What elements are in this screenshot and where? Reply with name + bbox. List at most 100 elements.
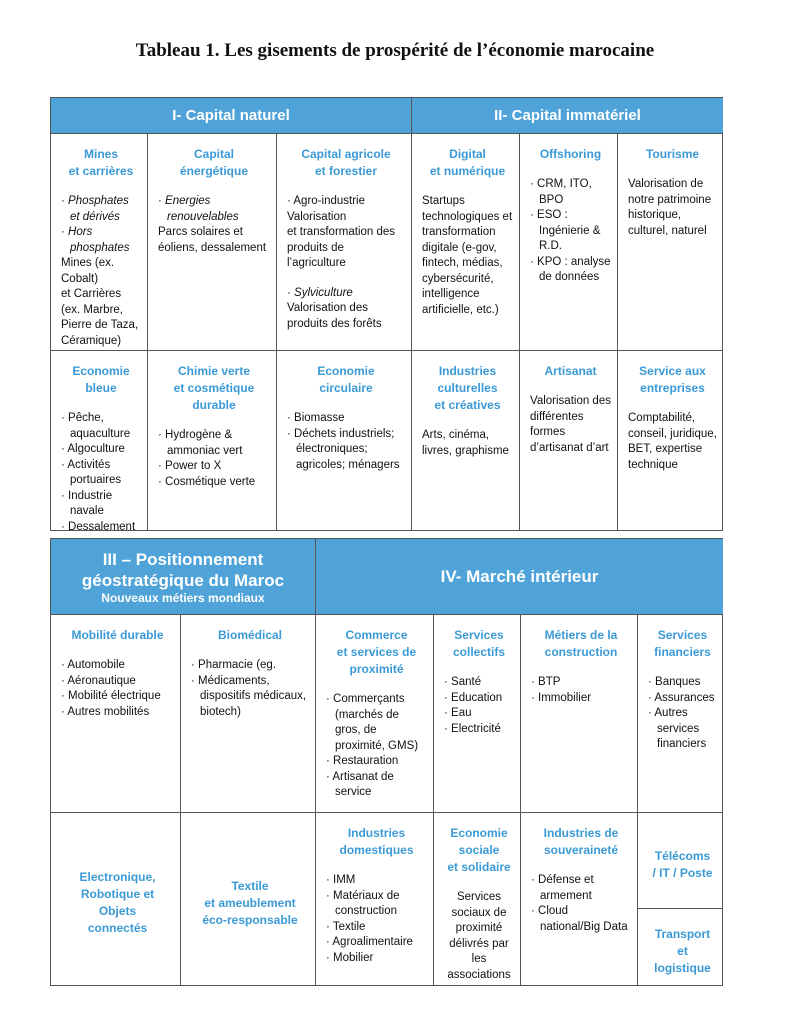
table-cell: Industries de souveraineté Défense et arm… xyxy=(521,813,638,986)
table-cell: Capital énergétique Energies renouvelable… xyxy=(148,134,277,351)
bullet-item: Automobile xyxy=(61,658,174,674)
item-text: Hors phosphates xyxy=(68,226,130,254)
item-text: Valorisation des produits des forêts xyxy=(287,302,382,330)
cell-title: Service aux entreprises xyxy=(639,364,706,395)
item-text: Phosphates et dérivés xyxy=(68,195,129,223)
item-text: KPO : analyse de données xyxy=(537,255,611,284)
bullet-item: Commerçants (marchés de gros, de proximi… xyxy=(326,692,427,754)
bullet-item: Cosmétique verte xyxy=(158,475,270,491)
cell-title: Textile et ameublement éco-responsable xyxy=(202,878,298,927)
item-text: Textile xyxy=(332,920,366,933)
bullet-item: Energies renouvelables xyxy=(158,194,270,225)
item-text: Restauration xyxy=(333,755,399,767)
header-capital-naturel: I- Capital naturel xyxy=(51,98,412,134)
cell-text: Valorisation des différentes formes d’ar… xyxy=(530,394,611,456)
table-cell: Métiers de la construction BTP Immobilier xyxy=(521,615,638,813)
bullet-item: Matériaux de construction xyxy=(326,889,427,920)
bullet-item: Mobilier xyxy=(326,951,427,967)
cell-text: Mines (ex. Cobalt) et Carrières (ex. Mar… xyxy=(61,256,141,349)
cell-title: Services collectifs xyxy=(452,628,506,659)
cell-title: Offshoring xyxy=(539,147,602,161)
table-cell: Industries culturelles et créatives Arts,… xyxy=(412,351,520,531)
item-text: Valorisation de notre patrimoine histori… xyxy=(628,178,712,237)
cell-title: Industries domestiques xyxy=(339,826,414,857)
bullet-item: Dessalement xyxy=(61,520,141,536)
bullet-item: Agroalimentaire xyxy=(326,935,427,951)
item-text: Power to X xyxy=(165,460,222,472)
bullet-item: Immobilier xyxy=(531,691,631,707)
table-cell: Services financiers Banques Assurances Autr… xyxy=(638,615,723,813)
item-text: Valorisation et transformation des produ… xyxy=(287,210,396,270)
bullet-item: Phosphates et dérivés xyxy=(61,194,141,225)
item-text: Immobilier xyxy=(538,691,592,704)
bullet-item: Industrie navale xyxy=(61,489,141,520)
bullet-item: Eau xyxy=(444,706,514,722)
table-cell: Chimie verte et cosmétique durable Hydrog… xyxy=(148,351,277,531)
table-cell: Commerce et services de proximité Commerç… xyxy=(316,615,434,813)
item-text: IMM xyxy=(333,874,356,886)
item-text: Electricité xyxy=(451,722,501,735)
table-cell: Offshoring CRM, ITO, BPO ESO : Ingénierie … xyxy=(520,134,618,351)
header-label: IV- Marché intérieur xyxy=(440,566,599,586)
cell-title: Economie bleue xyxy=(72,364,130,395)
item-text: Agro-industrie xyxy=(293,195,365,207)
table-cell: Electronique, Robotique et Objets connec… xyxy=(51,813,181,986)
table-cell: Biomédical Pharmacie (eg. Médicaments, dis… xyxy=(181,615,316,813)
cell-title: Capital agricole et forestier xyxy=(301,147,391,178)
bullet-item: Santé xyxy=(444,675,514,691)
item-text: Parcs solaires et éoliens, dessalement xyxy=(158,226,267,254)
table-cell: Capital agricole et forestier Agro-indust… xyxy=(277,134,412,351)
cell-title: Services financiers xyxy=(654,628,711,659)
table-cell: Digital et numérique Startups technologiq… xyxy=(412,134,520,351)
bullet-item: ESO : Ingénierie & R.D. xyxy=(530,208,611,255)
bullet-item: Déchets industriels; électroniques; agri… xyxy=(287,427,405,474)
item-text: Banques xyxy=(655,676,701,688)
cell-title: Industries culturelles et créatives xyxy=(434,364,501,412)
bullet-item: Education xyxy=(444,691,514,707)
bullet-item: Cloud national/Big Data xyxy=(531,904,631,935)
cell-text: Startups technologiques et transformatio… xyxy=(422,194,513,318)
bullet-item: Hors phosphates xyxy=(61,225,141,256)
bullet-item: Algoculture xyxy=(61,442,141,458)
bullet-item: Biomasse xyxy=(287,411,405,427)
item-text: Agroalimentaire xyxy=(332,936,413,948)
table-cell: Télécoms / IT / Poste xyxy=(638,813,723,909)
bullet-item: BTP xyxy=(531,675,631,691)
table-capital: I- Capital naturel II- Capital immatérie… xyxy=(50,97,723,533)
header-label: I- Capital naturel xyxy=(172,107,290,124)
item-text: Eau xyxy=(451,707,472,719)
item-text: Comptabilité, conseil, juridique, BET, e… xyxy=(628,412,717,471)
table-cell: Services collectifs Santé Education Eau Elec… xyxy=(434,615,521,813)
cell-title: Mobilité durable xyxy=(71,628,164,642)
item-text: Services sociaux de proximité délivrés p… xyxy=(447,891,511,981)
cell-text: Parcs solaires et éoliens, dessalement xyxy=(158,225,270,256)
cell-title: Industries de souveraineté xyxy=(543,826,619,857)
item-text: Mines (ex. Cobalt) et Carrières (ex. Mar… xyxy=(61,257,139,347)
cell-title: Biomédical xyxy=(217,628,283,642)
cell-title: Digital et numérique xyxy=(429,147,506,178)
bullet-item: Artisanat de service xyxy=(326,770,427,801)
item-text: Dessalement xyxy=(68,520,136,533)
bullet-item: KPO : analyse de données xyxy=(530,255,611,286)
item-text: Cosmétique verte xyxy=(165,475,256,488)
cell-title: Economie sociale et solidaire xyxy=(447,826,511,874)
cell-title: Transport et logistique xyxy=(654,926,711,975)
cell-title: Capital énergétique xyxy=(179,147,248,178)
item-text: Commerçants (marchés de gros, de proximi… xyxy=(333,693,419,752)
cell-title: Economie circulaire xyxy=(317,364,375,395)
cell-title: Tourisme xyxy=(645,147,700,161)
bullet-item: Banques xyxy=(648,675,717,691)
bullet-item: Médicaments, dispositifs médicaux, biote… xyxy=(191,674,309,721)
spacer xyxy=(287,272,405,286)
header-capital-immateriel: II- Capital immatériel xyxy=(412,98,723,134)
header-marche-interieur: IV- Marché intérieur xyxy=(316,539,723,615)
item-text: Education xyxy=(451,691,503,704)
item-text: Activités portuaires xyxy=(67,458,122,487)
item-text: Artisanat de service xyxy=(332,770,394,799)
cell-title: Télécoms / IT / Poste xyxy=(652,848,713,880)
bullet-item: Pêche, aquaculture xyxy=(61,411,141,442)
cell-text: Services sociaux de proximité délivrés p… xyxy=(444,890,514,983)
bullet-item: Hydrogène & ammoniac vert xyxy=(158,428,270,459)
table-cell: Textile et ameublement éco-responsable xyxy=(181,813,316,986)
item-text: Automobile xyxy=(67,659,125,671)
